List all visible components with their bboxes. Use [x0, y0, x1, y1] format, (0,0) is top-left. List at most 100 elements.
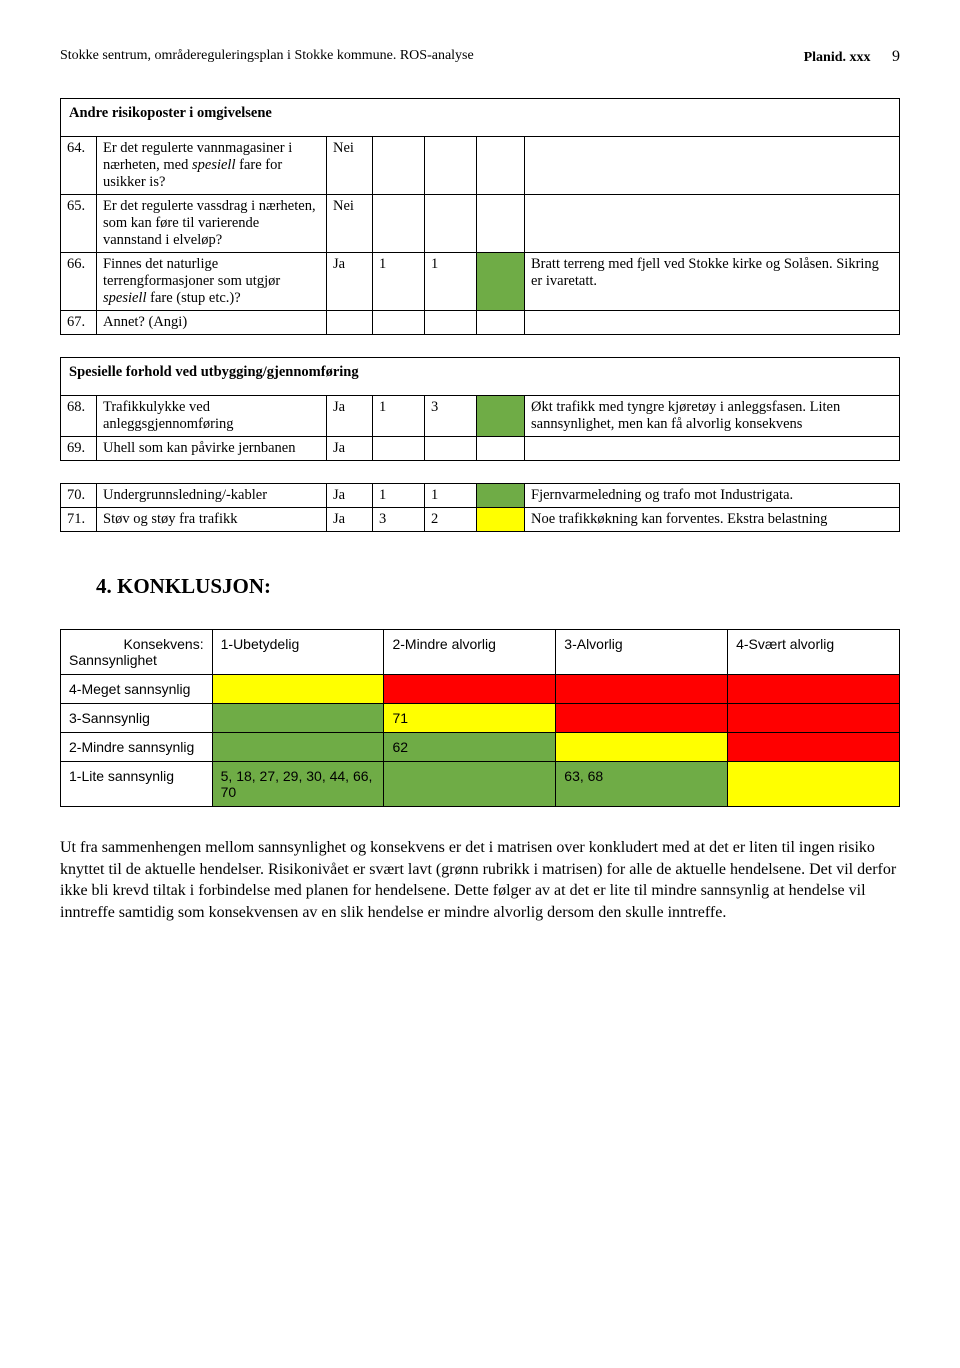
row-number: 71.: [61, 508, 97, 532]
row-prob: [373, 311, 425, 335]
table2-title: Spesielle forhold ved utbygging/gjennomf…: [61, 358, 900, 396]
row-color: [477, 195, 525, 253]
matrix-row: 1-Lite sannsynlig5, 18, 27, 29, 30, 44, …: [61, 762, 900, 807]
matrix-cell: 62: [384, 733, 556, 762]
matrix-header-row: Konsekvens: Sannsynlighet 1-Ubetydelig 2…: [61, 630, 900, 675]
row-comment: [525, 195, 900, 253]
row-cons: 1: [425, 484, 477, 508]
row-description: Uhell som kan påvirke jernbanen: [97, 437, 327, 461]
row-description: Støv og støy fra trafikk: [97, 508, 327, 532]
row-color: [477, 253, 525, 311]
risk-table-2: Spesielle forhold ved utbygging/gjennomf…: [60, 357, 900, 461]
header-left: Stokke sentrum, områdereguleringsplan i …: [60, 48, 474, 66]
row-color: [477, 311, 525, 335]
row-color: [477, 137, 525, 195]
matrix-corner-bottom: Sannsynlighet: [69, 652, 204, 668]
row-comment: Bratt terreng med fjell ved Stokke kirke…: [525, 253, 900, 311]
table1-title: Andre risikoposter i omgivelsene: [61, 99, 900, 137]
row-cons: 3: [425, 396, 477, 437]
row-number: 70.: [61, 484, 97, 508]
row-yesno: Nei: [327, 137, 373, 195]
row-color: [477, 508, 525, 532]
row-cons: 1: [425, 253, 477, 311]
matrix-head-c3: 3-Alvorlig: [556, 630, 728, 675]
row-description: Undergrunnsledning/-kabler: [97, 484, 327, 508]
row-yesno: Ja: [327, 396, 373, 437]
header-right: Planid. xxx 9: [804, 48, 900, 66]
row-number: 64.: [61, 137, 97, 195]
matrix-cell: [728, 675, 900, 704]
table-row: 64.Er det regulerte vannmagasiner i nærh…: [61, 137, 900, 195]
matrix-row-label: 1-Lite sannsynlig: [61, 762, 213, 807]
row-yesno: Ja: [327, 484, 373, 508]
matrix-cell: 5, 18, 27, 29, 30, 44, 66, 70: [212, 762, 384, 807]
row-comment: [525, 137, 900, 195]
matrix-cell: [384, 675, 556, 704]
risk-table-1: Andre risikoposter i omgivelsene 64.Er d…: [60, 98, 900, 335]
risk-matrix: Konsekvens: Sannsynlighet 1-Ubetydelig 2…: [60, 629, 900, 807]
row-color: [477, 437, 525, 461]
row-comment: Noe trafikkøkning kan forventes. Ekstra …: [525, 508, 900, 532]
row-yesno: Ja: [327, 253, 373, 311]
table-row: 70.Undergrunnsledning/-kablerJa11Fjernva…: [61, 484, 900, 508]
conclusion-paragraph: Ut fra sammenhengen mellom sannsynlighet…: [60, 837, 900, 923]
matrix-cell: 71: [384, 704, 556, 733]
matrix-cell: [728, 704, 900, 733]
planid-label: Planid. xxx: [804, 50, 871, 65]
row-description: Er det regulerte vannmagasiner i nærhete…: [97, 137, 327, 195]
matrix-row: 4-Meget sannsynlig: [61, 675, 900, 704]
row-comment: Fjernvarmeledning og trafo mot Industrig…: [525, 484, 900, 508]
row-description: Trafikkulykke ved anleggsgjennomføring: [97, 396, 327, 437]
matrix-head-c2: 2-Mindre alvorlig: [384, 630, 556, 675]
matrix-cell: [384, 762, 556, 807]
row-number: 69.: [61, 437, 97, 461]
table-row: 66.Finnes det naturlige terrengformasjon…: [61, 253, 900, 311]
table-row: 68.Trafikkulykke ved anleggsgjennomførin…: [61, 396, 900, 437]
matrix-cell: [212, 675, 384, 704]
row-description: Er det regulerte vassdrag i nærheten, so…: [97, 195, 327, 253]
row-prob: 1: [373, 484, 425, 508]
matrix-row-label: 2-Mindre sannsynlig: [61, 733, 213, 762]
row-yesno: Ja: [327, 437, 373, 461]
row-description: Annet? (Angi): [97, 311, 327, 335]
row-prob: [373, 137, 425, 195]
row-number: 66.: [61, 253, 97, 311]
row-prob: 1: [373, 396, 425, 437]
row-prob: 3: [373, 508, 425, 532]
matrix-cell: 63, 68: [556, 762, 728, 807]
row-yesno: Nei: [327, 195, 373, 253]
matrix-cell: [728, 733, 900, 762]
matrix-cell: [212, 733, 384, 762]
row-prob: [373, 437, 425, 461]
row-number: 67.: [61, 311, 97, 335]
table-row: 67.Annet? (Angi): [61, 311, 900, 335]
matrix-cell: [556, 733, 728, 762]
matrix-cell: [728, 762, 900, 807]
matrix-row: 3-Sannsynlig 71: [61, 704, 900, 733]
row-cons: 2: [425, 508, 477, 532]
matrix-cell: [556, 675, 728, 704]
row-comment: [525, 311, 900, 335]
row-yesno: Ja: [327, 508, 373, 532]
table-row: 71.Støv og støy fra trafikkJa32 Noe trafi…: [61, 508, 900, 532]
risk-table-3: 70.Undergrunnsledning/-kablerJa11Fjernva…: [60, 483, 900, 532]
matrix-corner-top: Konsekvens:: [69, 636, 204, 652]
table-row: 69.Uhell som kan påvirke jernbanenJa: [61, 437, 900, 461]
matrix-row-label: 3-Sannsynlig: [61, 704, 213, 733]
konklusjon-heading: 4. KONKLUSJON:: [96, 574, 900, 599]
row-color: [477, 484, 525, 508]
row-number: 65.: [61, 195, 97, 253]
row-cons: [425, 137, 477, 195]
page-header: Stokke sentrum, områdereguleringsplan i …: [60, 48, 900, 66]
page-number: 9: [892, 48, 900, 65]
matrix-corner: Konsekvens: Sannsynlighet: [61, 630, 213, 675]
row-cons: [425, 311, 477, 335]
matrix-row-label: 4-Meget sannsynlig: [61, 675, 213, 704]
row-cons: [425, 195, 477, 253]
row-color: [477, 396, 525, 437]
table-row: 65.Er det regulerte vassdrag i nærheten,…: [61, 195, 900, 253]
row-cons: [425, 437, 477, 461]
matrix-head-c4: 4-Svært alvorlig: [728, 630, 900, 675]
matrix-cell: [556, 704, 728, 733]
matrix-cell: [212, 704, 384, 733]
